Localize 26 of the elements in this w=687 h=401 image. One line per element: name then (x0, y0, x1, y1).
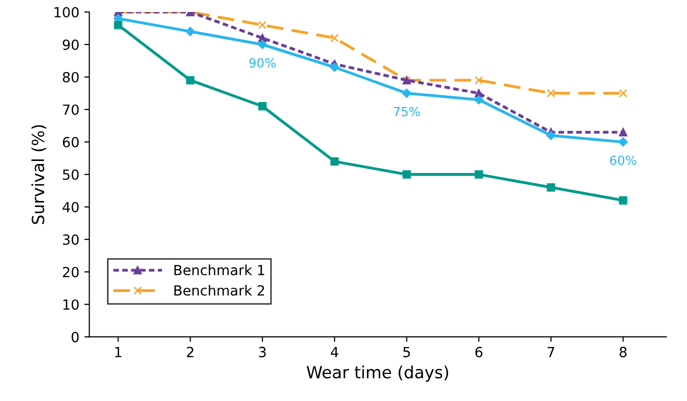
y-tick-label: 70 (63, 104, 79, 115)
annotation: 75% (394, 106, 420, 116)
y-tick-label: 0 (72, 332, 79, 342)
x-tick-label: 5 (403, 346, 410, 358)
annotation: 60% (610, 156, 636, 166)
x-tick-label: 1 (115, 346, 122, 358)
y-axis-title: Survival (%) (31, 125, 46, 224)
x-tick-label: 6 (475, 346, 482, 358)
x-tick-label: 3 (259, 346, 266, 358)
x-axis-title: Wear time (days) (306, 366, 448, 382)
y-tick-label: 10 (63, 299, 79, 310)
legend-label: Benchmark 2 (174, 284, 264, 296)
y-tick-label: 100 (54, 7, 79, 18)
x-tick-label: 2 (186, 346, 194, 358)
y-tick-label: 20 (62, 266, 79, 278)
y-tick-label: 50 (62, 169, 79, 180)
y-tick-label: 90 (62, 39, 79, 50)
y-tick-label: 60 (62, 136, 79, 148)
y-tick-label: 40 (62, 202, 79, 212)
x-tick-label: 8 (620, 346, 627, 358)
x-tick-label: 4 (330, 346, 338, 358)
annotation: 90% (249, 58, 276, 68)
y-tick-label: 80 (62, 72, 79, 82)
legend-label: Benchmark 1 (174, 264, 264, 276)
y-tick-label: 30 (62, 234, 79, 245)
x-tick-label: 7 (548, 346, 554, 358)
